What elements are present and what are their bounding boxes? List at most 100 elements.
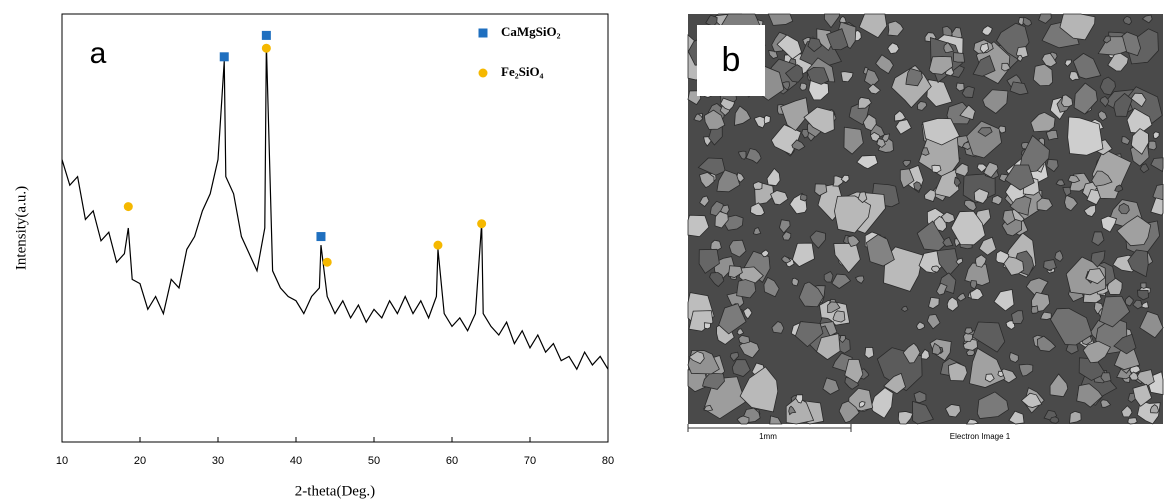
particle <box>1098 295 1131 328</box>
particle <box>870 387 894 419</box>
particle <box>737 150 747 160</box>
particle <box>788 405 797 416</box>
particle <box>961 85 975 98</box>
peak-marker <box>316 232 326 242</box>
particle <box>1001 62 1011 72</box>
particle <box>1121 136 1131 145</box>
particle <box>752 181 763 190</box>
particle <box>847 235 861 248</box>
particle <box>1073 82 1098 115</box>
particle <box>953 52 965 63</box>
particle <box>752 227 762 235</box>
particle <box>1150 197 1164 216</box>
particle <box>963 332 974 342</box>
peak-marker <box>261 30 271 40</box>
particle <box>1011 310 1024 324</box>
particle <box>1061 94 1074 108</box>
particle <box>738 339 760 359</box>
particle <box>854 275 865 284</box>
particle <box>1097 110 1108 122</box>
particle <box>956 292 967 302</box>
particle <box>1100 399 1112 408</box>
particle <box>902 159 912 168</box>
particle <box>1127 249 1149 278</box>
particle <box>697 157 726 176</box>
particle <box>997 370 1005 378</box>
particle <box>1064 59 1072 67</box>
particle <box>780 97 810 132</box>
particle <box>716 169 741 193</box>
particle <box>1113 333 1137 355</box>
particle <box>1059 13 1096 41</box>
particle <box>698 248 720 274</box>
particle <box>784 64 804 83</box>
particle <box>728 239 747 258</box>
particle <box>1107 52 1129 72</box>
particle <box>1099 76 1116 96</box>
x-tick-label: 70 <box>524 455 536 467</box>
particle <box>809 230 826 249</box>
particle <box>785 396 815 425</box>
particle <box>1036 197 1053 212</box>
particle <box>1049 416 1060 424</box>
particle <box>703 404 714 412</box>
particle <box>894 110 906 122</box>
particle <box>763 276 780 298</box>
particle <box>905 67 923 87</box>
particle <box>946 296 959 312</box>
particle <box>807 37 822 53</box>
particle <box>1141 14 1153 24</box>
particle <box>899 168 915 189</box>
particle <box>964 262 991 286</box>
particle <box>833 242 861 274</box>
particle <box>794 321 824 348</box>
particle <box>798 281 824 308</box>
particle <box>917 101 928 111</box>
panel-label: b <box>722 41 741 79</box>
particle <box>964 327 974 335</box>
particle <box>1030 111 1056 133</box>
particle <box>743 250 771 283</box>
legend-marker <box>478 68 488 78</box>
particle <box>1045 130 1059 141</box>
particle <box>959 104 976 121</box>
particle <box>858 401 866 408</box>
particle <box>1072 52 1102 80</box>
particle <box>1004 164 1035 191</box>
peak-marker <box>433 240 443 250</box>
particle <box>791 277 799 287</box>
particle <box>806 66 830 85</box>
particle <box>1140 282 1147 289</box>
particle <box>1020 392 1043 408</box>
xrd-line <box>61 43 609 371</box>
particle <box>1055 179 1066 187</box>
particle <box>693 113 704 122</box>
particle <box>770 190 789 206</box>
particle <box>734 105 752 126</box>
particle <box>814 183 828 197</box>
particle <box>965 418 979 425</box>
peak-marker <box>261 43 271 53</box>
particle <box>826 28 849 51</box>
particle <box>1049 307 1093 346</box>
particle <box>1139 163 1150 174</box>
particle <box>1149 404 1160 414</box>
particle <box>1043 259 1057 271</box>
particle <box>864 347 875 359</box>
particle <box>966 120 1003 159</box>
particle <box>977 127 993 137</box>
peak-marker <box>123 202 133 212</box>
particle <box>887 42 900 55</box>
particle <box>984 373 995 383</box>
particle <box>840 174 850 184</box>
particle <box>1127 417 1138 425</box>
label-box <box>697 25 765 96</box>
particle <box>1030 305 1039 314</box>
particle <box>1009 351 1019 363</box>
particle <box>969 347 1006 388</box>
particle <box>1068 71 1080 82</box>
particle <box>867 83 882 95</box>
particle <box>1022 16 1032 27</box>
particle <box>1135 369 1155 387</box>
